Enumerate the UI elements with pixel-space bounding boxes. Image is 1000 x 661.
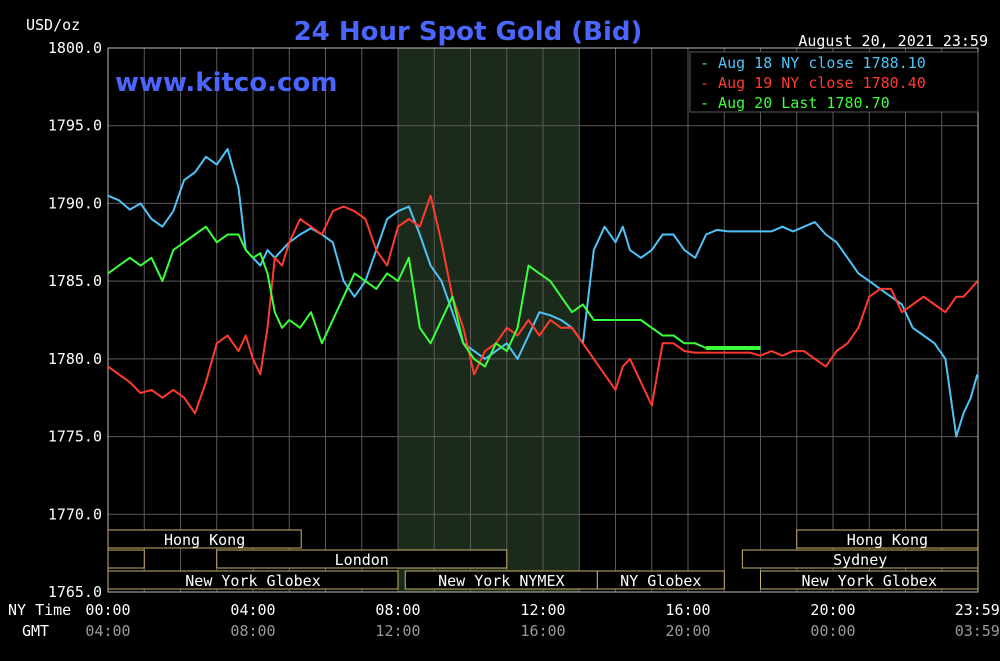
unit-label: USD/oz <box>26 16 80 34</box>
x-tick-label: 04:00 <box>230 601 275 619</box>
legend-entry: - Aug 19 NY close 1780.40 <box>700 74 926 92</box>
gmt-tick-label: 08:00 <box>230 622 275 640</box>
market-session-bar <box>216 549 508 569</box>
ny-time-row-label: NY Time <box>8 601 71 619</box>
gmt-tick-label: 16:00 <box>520 622 565 640</box>
series-line <box>107 194 979 415</box>
market-session-bar <box>796 529 979 549</box>
y-tick-label: 1785.0 <box>48 272 102 290</box>
plot-frame <box>107 47 979 593</box>
market-session-label: London <box>335 551 389 569</box>
legend: - Aug 18 NY close 1788.10 - Aug 19 NY clo… <box>689 51 979 113</box>
x-tick-label: 23:59 <box>955 601 1000 619</box>
market-session-label: Hong Kong <box>164 531 245 549</box>
y-tick-label: 1770.0 <box>48 505 102 523</box>
gmt-row-label: GMT <box>22 622 49 640</box>
y-tick-label: 1795.0 <box>48 117 102 135</box>
market-session-bar <box>741 549 979 569</box>
market-session-bar <box>760 570 979 590</box>
market-session-bar <box>107 529 302 549</box>
date-label: August 20, 2021 23:59 <box>798 32 988 50</box>
gmt-tick-label: 20:00 <box>665 622 710 640</box>
market-session-label: New York NYMEX <box>438 572 564 590</box>
series-line <box>107 225 761 368</box>
market-session-label: New York Globex <box>185 572 320 590</box>
x-tick-label: 20:00 <box>810 601 855 619</box>
legend-entry: - Aug 20 Last 1780.70 <box>700 94 890 112</box>
market-session-label: Sydney <box>833 551 887 569</box>
y-tick-label: 1775.0 <box>48 428 102 446</box>
x-tick-label: 00:00 <box>85 601 130 619</box>
market-session-bar <box>107 570 399 590</box>
gmt-tick-label: 00:00 <box>810 622 855 640</box>
gmt-tick-label: 12:00 <box>375 622 420 640</box>
website-label: www.kitco.com <box>115 68 337 98</box>
market-session-label: NY Globex <box>620 572 701 590</box>
session-highlight-band <box>398 48 580 592</box>
x-tick-label: 12:00 <box>520 601 565 619</box>
y-tick-label: 1800.0 <box>48 39 102 57</box>
y-tick-label: 1765.0 <box>48 583 102 601</box>
market-session-bar <box>596 570 725 590</box>
x-tick-label: 08:00 <box>375 601 420 619</box>
legend-entry: - Aug 18 NY close 1788.10 <box>700 54 926 72</box>
y-tick-label: 1790.0 <box>48 194 102 212</box>
x-tick-label: 16:00 <box>665 601 710 619</box>
chart-title: 24 Hour Spot Gold (Bid) <box>294 17 643 47</box>
market-session-bar <box>107 549 145 569</box>
gmt-tick-label: 04:00 <box>85 622 130 640</box>
gmt-tick-label: 03:59 <box>955 622 1000 640</box>
market-session-label: New York Globex <box>802 572 937 590</box>
market-session-label: Hong Kong <box>847 531 928 549</box>
y-tick-label: 1780.0 <box>48 350 102 368</box>
